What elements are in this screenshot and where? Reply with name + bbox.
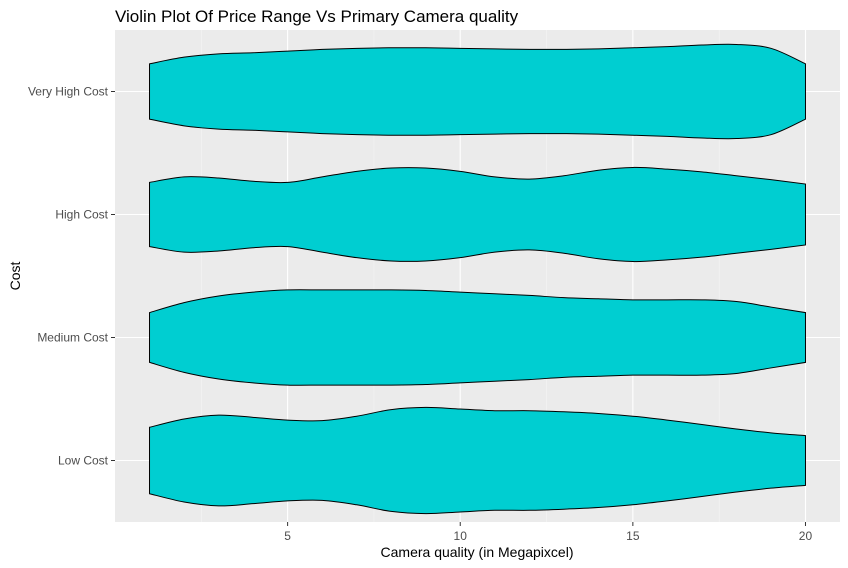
x-tick-label: 10 <box>454 529 468 543</box>
chart-title: Violin Plot Of Price Range Vs Primary Ca… <box>115 7 519 26</box>
x-tick-label: 20 <box>799 529 813 543</box>
y-tick-label: Low Cost <box>58 454 109 468</box>
violin-low-cost <box>149 406 806 515</box>
violin-medium-cost <box>149 289 806 386</box>
y-tick-label: Very High Cost <box>28 85 109 99</box>
x-tick-label: 5 <box>284 529 291 543</box>
y-tick-label: Medium Cost <box>37 331 108 345</box>
axes: 5 10 15 20 Low Cost Medium Cost High Cost Very … <box>28 85 813 544</box>
x-axis-title: Camera quality (in Megapixcel) <box>381 544 574 560</box>
violin-very-high-cost <box>149 43 806 140</box>
y-tick-label: High Cost <box>55 208 108 222</box>
y-axis-title: Cost <box>7 262 23 291</box>
violins <box>149 43 806 515</box>
x-tick-label: 15 <box>626 529 640 543</box>
violin-high-cost <box>149 166 806 263</box>
